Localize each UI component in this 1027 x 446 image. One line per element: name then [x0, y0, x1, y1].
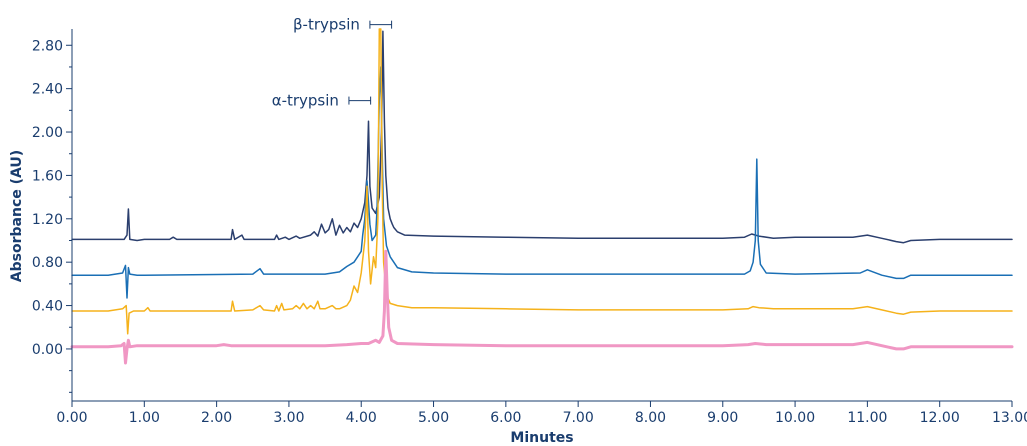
x-tick-label: 0.00: [56, 410, 87, 426]
y-tick-label: 0.00: [32, 342, 63, 358]
y-tick-label: 1.20: [32, 212, 63, 228]
x-tick-label: 12.00: [920, 410, 960, 426]
x-tick-label: 4.00: [346, 410, 377, 426]
x-tick-label: 3.00: [273, 410, 304, 426]
x-tick-label: 7.00: [563, 410, 594, 426]
y-tick-label: 2.00: [32, 125, 63, 141]
x-tick-label: 5.00: [418, 410, 449, 426]
trace-line-1: [71, 30, 1013, 244]
x-tick-label: 8.00: [635, 410, 666, 426]
annotation-label: α-trypsin: [272, 92, 339, 110]
trace-line-3: [71, 28, 1013, 335]
x-axis-title: Minutes: [510, 430, 573, 446]
trace-line-4: [70, 249, 1014, 365]
x-tick-label: 11.00: [847, 410, 887, 426]
x-tick-label: 1.00: [129, 410, 160, 426]
annotation-label: β-trypsin: [293, 16, 360, 34]
x-tick-label: 9.00: [707, 410, 738, 426]
x-tick-label: 6.00: [490, 410, 521, 426]
y-axis-title: Absorbance (AU): [9, 150, 25, 282]
y-tick-label: 1.60: [32, 168, 63, 184]
y-tick-label: 2.40: [32, 82, 63, 98]
x-tick-label: 13.00: [992, 410, 1027, 426]
annotations-group: β-trypsin α-trypsin: [272, 16, 393, 110]
y-tick-label: 0.80: [32, 255, 63, 271]
x-tick-label: 2.00: [201, 410, 232, 426]
traces-group: [70, 28, 1014, 365]
x-axis: 0.00 1.00 2.00 3.00 4.00 5.00 6.00 7.00 8.00 9.00…: [56, 400, 1027, 426]
x-tick-label: 10.00: [775, 410, 815, 426]
y-axis: 0.00 0.40 0.80 1.20 1.60 2.00 2.40 2.80: [32, 29, 73, 401]
trace-line-2: [71, 66, 1013, 299]
y-tick-label: 2.80: [32, 38, 63, 54]
y-tick-label: 0.40: [32, 299, 63, 315]
